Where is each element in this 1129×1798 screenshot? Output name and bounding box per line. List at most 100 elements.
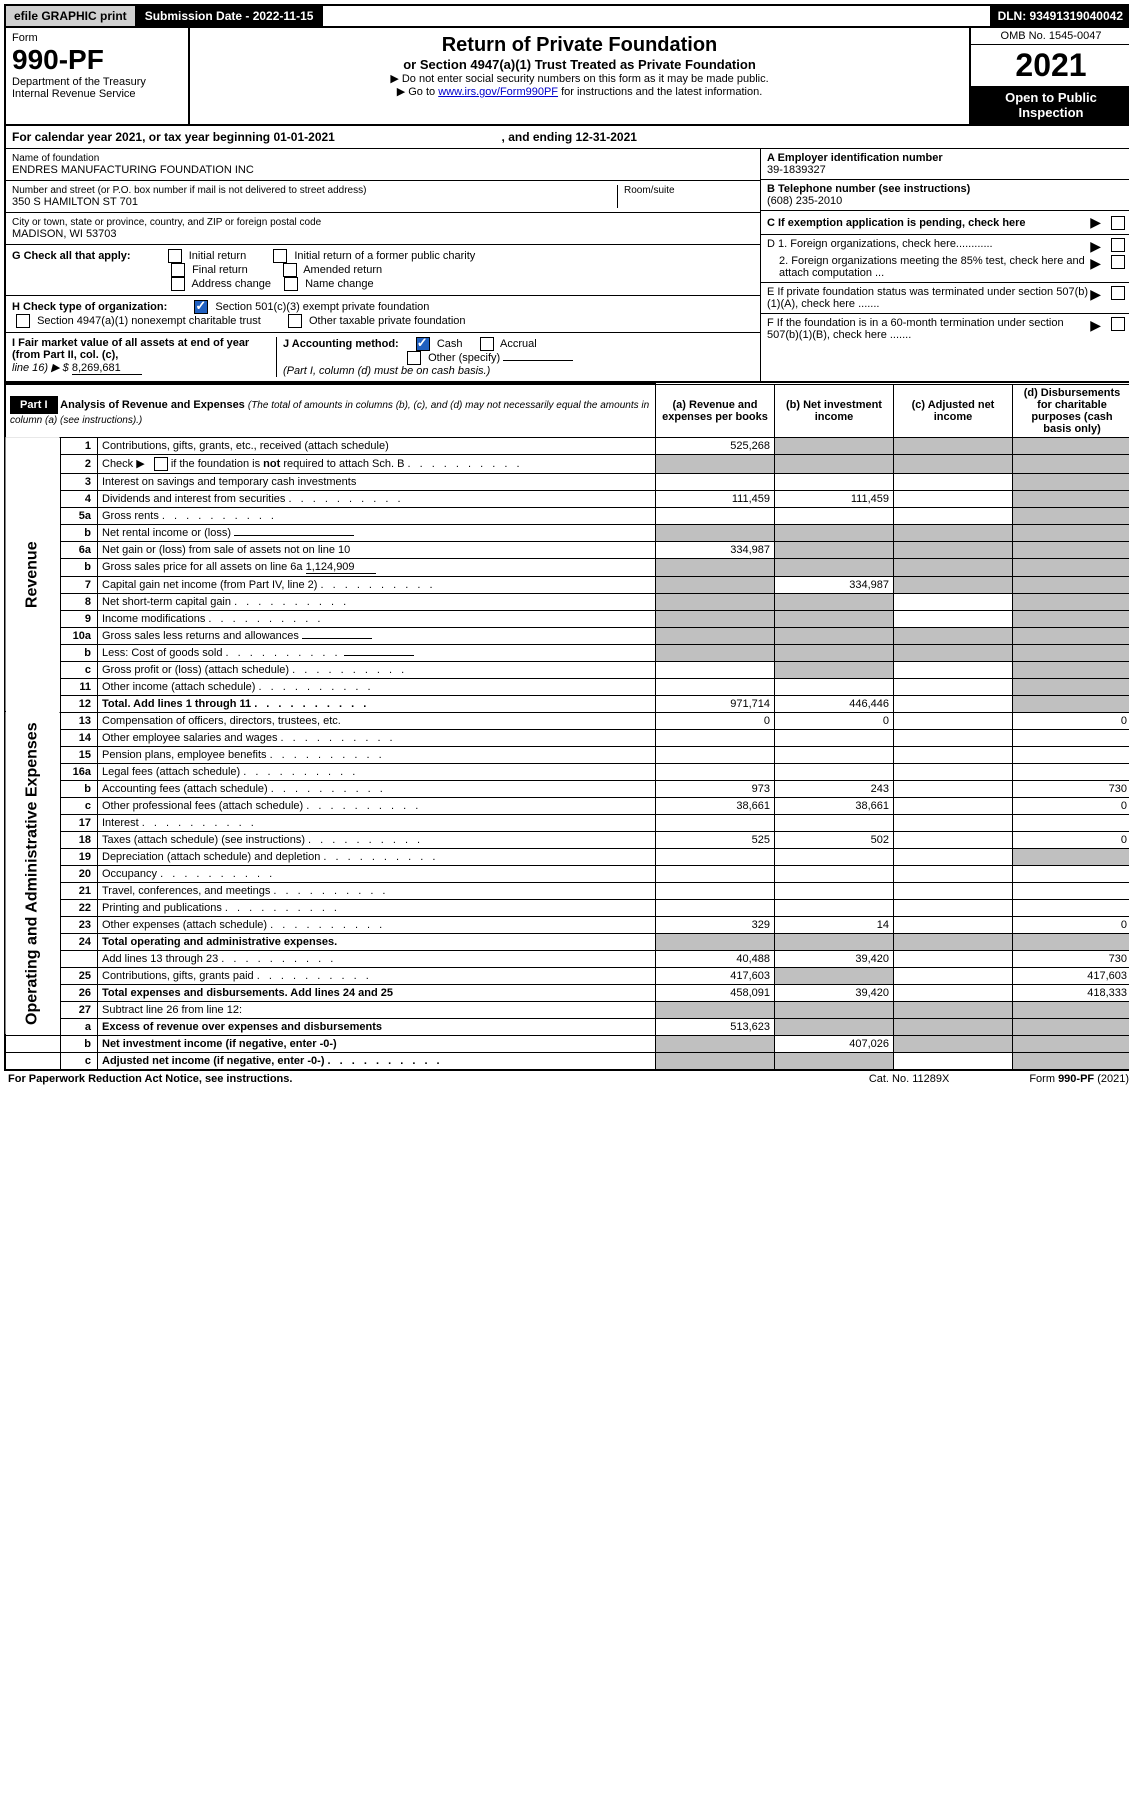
table-row: 18Taxes (attach schedule) (see instructi… <box>5 831 1129 848</box>
header-right: OMB No. 1545-0047 2021 Open to Public In… <box>969 28 1129 124</box>
table-row: 16aLegal fees (attach schedule) <box>5 763 1129 780</box>
table-row: bAccounting fees (attach schedule) 97324… <box>5 780 1129 797</box>
checkbox-e[interactable] <box>1111 286 1125 300</box>
table-row: Revenue 1Contributions, gifts, grants, e… <box>5 437 1129 454</box>
checkbox-initial-return-former[interactable] <box>273 249 287 263</box>
c-label: C If exemption application is pending, c… <box>767 217 1090 229</box>
room-label: Room/suite <box>624 185 754 196</box>
table-row: aExcess of revenue over expenses and dis… <box>5 1018 1129 1035</box>
table-row: 25Contributions, gifts, grants paid 417,… <box>5 967 1129 984</box>
ein-value: 39-1839327 <box>767 164 826 176</box>
table-row: 11Other income (attach schedule) <box>5 678 1129 695</box>
checkbox-other-taxable[interactable] <box>288 314 302 328</box>
dln: DLN: 93491319040042 <box>990 6 1129 26</box>
table-row: bLess: Cost of goods sold <box>5 644 1129 661</box>
header-center: Return of Private Foundation or Section … <box>190 28 969 124</box>
checkbox-c[interactable] <box>1111 216 1125 230</box>
form-number: 990-PF <box>12 44 182 76</box>
form-header: Form 990-PF Department of the Treasury I… <box>4 28 1129 126</box>
checkbox-final-return[interactable] <box>171 263 185 277</box>
checkbox-schb[interactable] <box>154 457 168 471</box>
table-row: bGross sales price for all assets on lin… <box>5 558 1129 576</box>
checkbox-d2[interactable] <box>1111 255 1125 269</box>
expenses-side-label: Operating and Administrative Expenses <box>5 712 61 1035</box>
footer: For Paperwork Reduction Act Notice, see … <box>4 1071 1129 1087</box>
checkbox-initial-return[interactable] <box>168 249 182 263</box>
fmv-value: 8,269,681 <box>72 362 142 375</box>
checkbox-f[interactable] <box>1111 317 1125 331</box>
header-left: Form 990-PF Department of the Treasury I… <box>6 28 190 124</box>
table-row: 27Subtract line 26 from line 12: <box>5 1001 1129 1018</box>
phone-value: (608) 235-2010 <box>767 195 842 207</box>
table-row: 7Capital gain net income (from Part IV, … <box>5 576 1129 593</box>
col-a-header: (a) Revenue and expenses per books <box>656 384 775 437</box>
table-row: 17Interest <box>5 814 1129 831</box>
omb-number: OMB No. 1545-0047 <box>971 28 1129 45</box>
checkbox-cash[interactable] <box>416 337 430 351</box>
table-row: 4Dividends and interest from securities … <box>5 490 1129 507</box>
table-row: 20Occupancy <box>5 865 1129 882</box>
checkbox-name-change[interactable] <box>284 277 298 291</box>
table-row: bNet rental income or (loss) <box>5 524 1129 541</box>
form-title: Return of Private Foundation <box>200 34 959 57</box>
checkbox-address-change[interactable] <box>171 277 185 291</box>
efile-label[interactable]: efile GRAPHIC print <box>6 6 137 26</box>
checkbox-d1[interactable] <box>1111 238 1125 252</box>
col-b-header: (b) Net investment income <box>775 384 894 437</box>
revenue-side-label: Revenue <box>5 437 61 712</box>
name-label: Name of foundation <box>12 153 754 164</box>
table-row: 14Other employee salaries and wages <box>5 729 1129 746</box>
table-row: bNet investment income (if negative, ent… <box>5 1035 1129 1052</box>
col-d-header: (d) Disbursements for charitable purpose… <box>1013 384 1129 437</box>
section-h: H Check type of organization: Section 50… <box>6 296 760 333</box>
table-row: 3Interest on savings and temporary cash … <box>5 473 1129 490</box>
table-row: 6aNet gain or (loss) from sale of assets… <box>5 541 1129 558</box>
form-subtitle: or Section 4947(a)(1) Trust Treated as P… <box>200 57 959 72</box>
form-label: Form <box>12 32 182 44</box>
instr-2: ▶ Go to www.irs.gov/Form990PF for instru… <box>200 85 959 98</box>
checkbox-other-method[interactable] <box>407 351 421 365</box>
table-row: 26Total expenses and disbursements. Add … <box>5 984 1129 1001</box>
checkbox-accrual[interactable] <box>480 337 494 351</box>
table-row: 22Printing and publications <box>5 899 1129 916</box>
table-row: 9Income modifications <box>5 610 1129 627</box>
addr-label: Number and street (or P.O. box number if… <box>12 185 617 196</box>
table-row: Add lines 13 through 23 40,48839,420730 <box>5 950 1129 967</box>
street-address: 350 S HAMILTON ST 701 <box>12 196 617 208</box>
footer-right: Form 990-PF (2021) <box>1029 1073 1129 1085</box>
foundation-name: ENDRES MANUFACTURING FOUNDATION INC <box>12 164 754 176</box>
ein-label: A Employer identification number <box>767 152 943 164</box>
part1-table: Part I Analysis of Revenue and Expenses … <box>4 383 1129 1071</box>
table-row: 12Total. Add lines 1 through 11 971,7144… <box>5 695 1129 712</box>
entity-info: Name of foundation ENDRES MANUFACTURING … <box>6 149 1129 381</box>
footer-left: For Paperwork Reduction Act Notice, see … <box>8 1073 292 1085</box>
table-row: 24Total operating and administrative exp… <box>5 933 1129 950</box>
section-g: G Check all that apply: Initial return I… <box>6 245 760 296</box>
checkbox-501c3[interactable] <box>194 300 208 314</box>
table-row: 5aGross rents <box>5 507 1129 524</box>
checkbox-4947a1[interactable] <box>16 314 30 328</box>
irs-link[interactable]: www.irs.gov/Form990PF <box>438 86 558 98</box>
instr-1: ▶ Do not enter social security numbers o… <box>200 72 959 85</box>
table-row: Operating and Administrative Expenses 13… <box>5 712 1129 729</box>
city-state-zip: MADISON, WI 53703 <box>12 228 754 240</box>
tax-year: 2021 <box>971 45 1129 86</box>
table-row: 19Depreciation (attach schedule) and dep… <box>5 848 1129 865</box>
irs-label: Internal Revenue Service <box>12 88 182 100</box>
col-c-header: (c) Adjusted net income <box>894 384 1013 437</box>
top-bar: efile GRAPHIC print Submission Date - 20… <box>4 4 1129 28</box>
table-row: 23Other expenses (attach schedule) 32914… <box>5 916 1129 933</box>
table-row: 2Check ▶ if the foundation is not requir… <box>5 454 1129 473</box>
entity-right-col: A Employer identification number 39-1839… <box>760 149 1129 381</box>
dept-label: Department of the Treasury <box>12 76 182 88</box>
section-i-j: I Fair market value of all assets at end… <box>6 333 760 381</box>
table-row: 21Travel, conferences, and meetings <box>5 882 1129 899</box>
city-label: City or town, state or province, country… <box>12 217 754 228</box>
table-row: 15Pension plans, employee benefits <box>5 746 1129 763</box>
checkbox-amended-return[interactable] <box>283 263 297 277</box>
footer-mid: Cat. No. 11289X <box>869 1073 950 1085</box>
table-row: cAdjusted net income (if negative, enter… <box>5 1052 1129 1070</box>
inspection-label: Open to Public Inspection <box>971 86 1129 124</box>
table-row: 8Net short-term capital gain <box>5 593 1129 610</box>
table-row: cGross profit or (loss) (attach schedule… <box>5 661 1129 678</box>
